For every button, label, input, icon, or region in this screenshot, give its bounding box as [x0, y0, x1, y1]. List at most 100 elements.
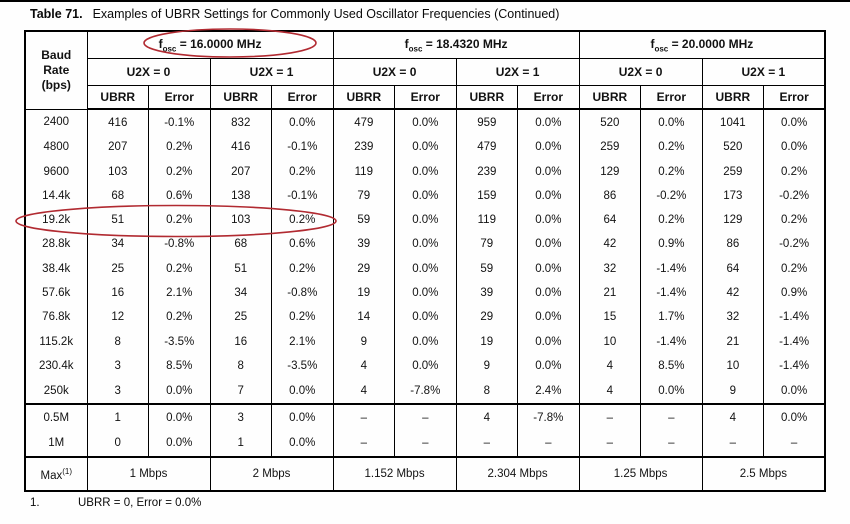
value-cell: 9	[455, 353, 518, 378]
value-cell: 0.2%	[148, 305, 210, 330]
value-cell: 68	[86, 183, 149, 209]
baud-cell: 230.4k	[24, 353, 87, 378]
value-cell: 8	[209, 353, 272, 378]
value-cell: 9	[701, 377, 764, 406]
table-row: 250k 3 0.0% 7 0.0% 4 -7.8% 8 2.4% 4 0.0% 9 0.0%	[24, 377, 826, 406]
value-cell: 0.0%	[148, 404, 210, 431]
value-cell: 86	[578, 183, 641, 209]
value-cell: -1.4%	[763, 329, 826, 354]
baud-cell: 76.8k	[24, 305, 87, 330]
freq-header-16mhz: fosc = 16.0000 MHz	[86, 31, 334, 59]
max-value-cell: 2 Mbps	[209, 456, 334, 491]
max-value-cell: 1.152 Mbps	[332, 456, 457, 491]
table-body: 2400 416 -0.1% 832 0.0% 479 0.0% 959 0.0% 520 0.0%…	[24, 109, 826, 458]
value-cell: 0.0%	[394, 159, 457, 184]
value-cell: –	[763, 430, 826, 458]
max-value-cell: 1.25 Mbps	[578, 456, 703, 491]
value-cell: 520	[701, 135, 764, 160]
value-cell: 1.7%	[640, 305, 703, 330]
value-cell: -1.4%	[763, 353, 826, 378]
value-cell: –	[517, 430, 580, 458]
value-cell: 2.1%	[148, 280, 210, 306]
column-header-row: UBRR Error UBRR Error UBRR Error UBRR Er…	[25, 85, 826, 110]
value-cell: 0.0%	[640, 109, 703, 136]
table-row: 0.5M 1 0.0% 3 0.0% – –4 -7.8% – –4 0.0%	[24, 404, 826, 431]
footnote-text: UBRR = 0, Error = 0.0%	[78, 497, 202, 509]
value-cell: 19	[332, 280, 395, 306]
value-cell: 0.2%	[763, 208, 826, 233]
value-cell: –	[455, 430, 518, 458]
value-cell: -7.8%	[394, 377, 457, 406]
value-cell: 0.9%	[640, 232, 703, 257]
value-cell: 0.2%	[148, 256, 210, 281]
value-cell: 0.0%	[763, 377, 826, 406]
u2x-header: U2X = 1	[209, 58, 334, 86]
footnote-number: 1.	[30, 497, 40, 509]
value-cell: 0.2%	[148, 208, 210, 233]
value-cell: –	[394, 404, 457, 431]
value-cell: -1.4%	[640, 329, 703, 354]
column-header: Error	[271, 85, 334, 110]
value-cell: 42	[701, 280, 764, 306]
value-cell: 0.2%	[640, 135, 703, 160]
column-header: UBRR	[578, 85, 641, 110]
value-cell: 51	[209, 256, 272, 281]
value-cell: 79	[332, 183, 395, 209]
value-cell: 0.2%	[271, 159, 334, 184]
value-cell: 1041	[701, 109, 764, 136]
value-cell: 64	[578, 208, 641, 233]
baud-cell: 57.6k	[24, 280, 87, 306]
value-cell: 4	[578, 353, 641, 378]
value-cell: 0.0%	[517, 353, 580, 378]
value-cell: 3	[209, 404, 272, 431]
value-cell: -1.4%	[763, 305, 826, 330]
value-cell: 119	[332, 159, 395, 184]
value-cell: 29	[455, 305, 518, 330]
value-cell: 0.0%	[271, 377, 334, 406]
value-cell: 259	[701, 159, 764, 184]
value-cell: 0.0%	[394, 353, 457, 378]
top-horizontal-rule	[0, 0, 850, 2]
value-cell: 0.0%	[394, 208, 457, 233]
baud-header-line: Baud	[41, 48, 72, 63]
value-cell: 259	[578, 135, 641, 160]
baud-cell: 14.4k	[24, 183, 87, 209]
baud-cell: 4800	[24, 135, 87, 160]
column-header: Error	[148, 85, 210, 110]
value-cell: 119	[455, 208, 518, 233]
baud-cell: 115.2k	[24, 329, 87, 354]
max-row: Max(1) 1 Mbps 2 Mbps 1.152 Mbps 2.304 Mb…	[24, 456, 826, 491]
value-cell: 0.0%	[394, 109, 457, 136]
value-cell: 138	[209, 183, 272, 209]
value-cell: 0.2%	[271, 256, 334, 281]
value-cell: 0.2%	[763, 256, 826, 281]
value-cell: 0.0%	[763, 135, 826, 160]
value-cell: 173	[701, 183, 764, 209]
value-cell: 32	[578, 256, 641, 281]
value-cell: 0.2%	[148, 159, 210, 184]
value-cell: -3.5%	[271, 353, 334, 378]
value-cell: –	[640, 404, 703, 431]
column-header: Error	[517, 85, 580, 110]
value-cell: 25	[86, 256, 149, 281]
value-cell: -0.1%	[271, 135, 334, 160]
value-cell: –	[578, 404, 641, 431]
table-row: 14.4k 68 0.6% 138 -0.1% 79 0.0% 159 0.0% 86 -0.2% 1…	[24, 183, 826, 209]
value-cell: 416	[86, 109, 149, 136]
value-cell: -3.5%	[148, 329, 210, 354]
value-cell: 0.0%	[763, 109, 826, 136]
value-cell: 86	[701, 232, 764, 257]
value-cell: 416	[209, 135, 272, 160]
value-cell: 21	[578, 280, 641, 306]
freq-header-18mhz: fosc = 18.4320 MHz	[332, 31, 580, 59]
value-cell: 0.9%	[763, 280, 826, 306]
value-cell: -0.2%	[763, 232, 826, 257]
value-cell: 59	[332, 208, 395, 233]
value-cell: 25	[209, 305, 272, 330]
value-cell: 129	[578, 159, 641, 184]
ubrr-settings-table: Baud Rate (bps) fosc = 16.0000 MHz fosc …	[24, 30, 827, 492]
table-row: 19.2k 51 0.2% 103 0.2% 59 0.0% 119 0.0% 64 0.2% 129…	[24, 208, 826, 233]
value-cell: 832	[209, 109, 272, 136]
value-cell: 9	[332, 329, 395, 354]
baud-cell: 250k	[24, 377, 87, 406]
